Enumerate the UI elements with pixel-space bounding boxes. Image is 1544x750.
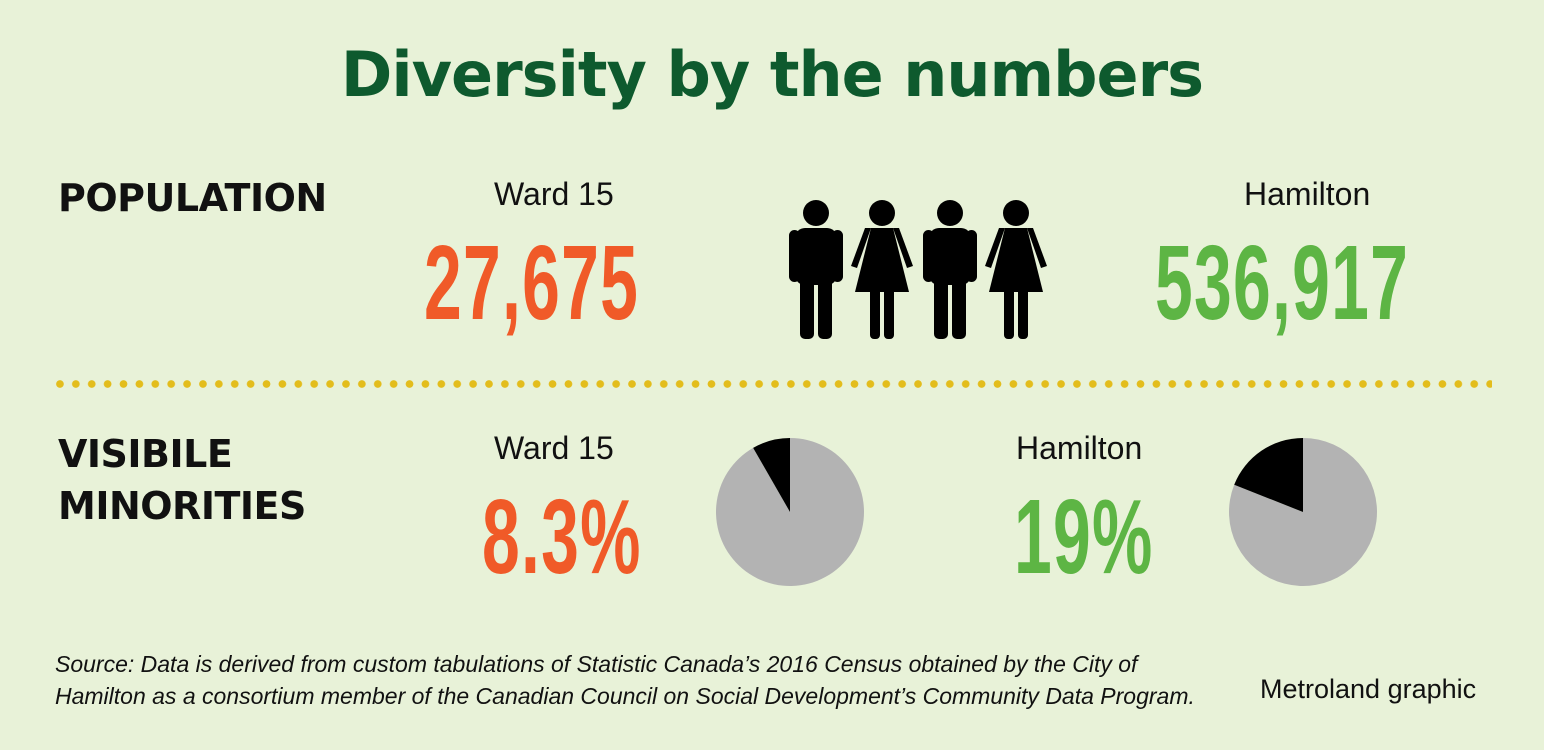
person-male-icon	[789, 200, 843, 339]
dotted-divider	[52, 380, 1492, 388]
population-ward-label: Ward 15	[494, 176, 614, 212]
hamilton-pie-slice-minority	[1234, 438, 1303, 512]
population-ward-value: 27,675	[424, 224, 640, 342]
person-male-icon	[923, 200, 977, 339]
minorities-ward-value: 8.3%	[482, 478, 642, 596]
population-people-graphic	[789, 200, 1047, 339]
minorities-hamilton-label: Hamilton	[1016, 430, 1143, 466]
minorities-label-line1: VISIBILE	[58, 432, 233, 476]
person-female-icon	[851, 200, 913, 339]
hamilton-pie-chart	[1229, 438, 1377, 586]
population-hamilton-label: Hamilton	[1244, 176, 1371, 212]
minorities-ward-label: Ward 15	[494, 430, 614, 466]
source-note: Source: Data is derived from custom tabu…	[55, 648, 1235, 712]
graphic-credit: Metroland graphic	[1260, 674, 1477, 704]
source-line-1: Source: Data is derived from custom tabu…	[55, 651, 1138, 677]
minorities-hamilton-value: 19%	[1014, 478, 1154, 596]
minorities-label-line2: MINORITIES	[58, 484, 306, 528]
source-line-2: Hamilton as a consortium member of the C…	[55, 683, 1195, 709]
population-label: POPULATION	[58, 176, 327, 220]
population-hamilton-value: 536,917	[1155, 224, 1410, 342]
page-title: Diversity by the numbers	[340, 38, 1204, 111]
ward-pie-slice-minority	[753, 438, 790, 512]
ward-pie-chart	[716, 438, 864, 586]
person-female-icon	[985, 200, 1047, 339]
